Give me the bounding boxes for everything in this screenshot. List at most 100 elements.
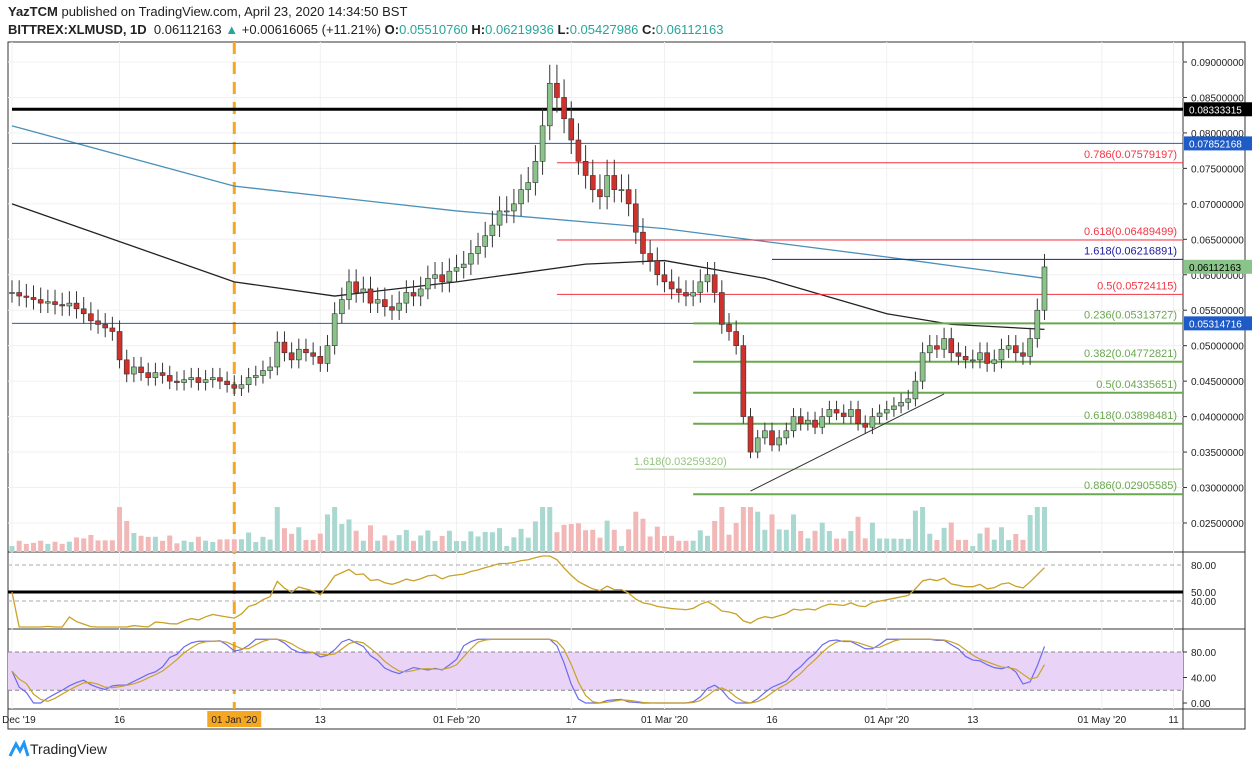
volume-bar [246,532,252,552]
candle [525,182,532,190]
volume-bar [16,540,22,552]
volume-bar [418,535,424,552]
volume-bar [762,529,768,552]
volume-bar [704,535,710,552]
brand-name: TradingView [30,741,108,757]
fib-level-label: 1.618(0.06216891) [1084,245,1177,257]
volume-bar [626,529,632,552]
tradingview-logo[interactable]: TradingView [8,740,107,758]
volume-bar [719,507,725,552]
volume-bar [289,533,295,552]
author[interactable]: YazTCM [8,4,58,19]
fib-level-label: 0.382(0.04772821) [1084,348,1177,360]
candle [482,235,489,247]
volume-bar [597,537,603,552]
candle [539,125,546,162]
volume-bar [669,535,675,552]
volume-bar [798,531,804,552]
time-tick-highlight [207,711,262,727]
candle [460,263,467,268]
low-label: L: [557,22,570,37]
volume-bar [389,540,395,552]
volume-bar [783,529,789,552]
volume-bar [138,535,144,552]
volume-bar [339,523,345,552]
candle [80,308,87,315]
volume-bar [1041,507,1047,552]
volume-bar [755,511,761,552]
volume-bar [174,543,180,552]
volume-bar [869,522,875,552]
stoch-band [8,652,1183,691]
candle [396,302,402,311]
candle [166,375,173,382]
candle [217,377,223,382]
price-tag [1184,136,1252,151]
candle [589,175,596,190]
candle [883,409,890,414]
rsi-tick-label: 50.00 [1191,588,1216,599]
candle [131,366,137,375]
volume-bar [977,533,983,552]
candle [403,292,410,304]
volume-bar [353,530,359,552]
volume-bar [683,540,689,552]
candle [826,409,833,417]
candle [238,384,245,389]
volume-bar [697,530,703,552]
candle [446,270,453,283]
volume-bar [45,543,51,552]
candle [582,160,589,176]
volume-bar [733,522,739,552]
candle [690,292,696,297]
candle [188,377,195,381]
high-value: 0.06219936 [485,22,554,37]
candle [410,292,417,297]
volume-bar [188,542,194,552]
close-label: C: [642,22,656,37]
time-tick-label: 01 Apr '20 [864,715,909,726]
candle [726,324,732,332]
price-tick-label: 0.04500000 [1191,377,1244,388]
candle [969,359,976,362]
volume-bar [991,539,997,552]
candle [683,292,689,297]
volume-bar [955,539,961,552]
candle [432,274,438,279]
candle [511,203,517,212]
volume-bar [920,507,926,552]
candle [926,345,933,354]
volume-bar [81,538,87,552]
candle [919,352,926,382]
candle [496,210,503,226]
candle [174,380,180,383]
volume-bar [633,511,639,552]
candle [281,341,288,354]
candle [991,359,998,364]
volume-bar [547,507,553,552]
rsi-tick-label: 80.00 [1191,561,1216,572]
volume-bar [690,540,696,552]
candle [819,416,826,428]
volume-bar [898,538,904,552]
candle [654,260,661,276]
volume-bar [9,546,15,552]
candle [503,210,510,213]
price-tag-label: 0.07852168 [1189,139,1242,150]
candle [597,189,603,198]
rsi-tick-label: 40.00 [1191,597,1216,608]
volume-bar [346,519,352,552]
candle [790,416,797,432]
volume-bar [826,531,832,552]
volume-bar [554,532,560,552]
volume-bar [740,507,746,552]
volume-bar [403,529,409,552]
volume-bar [217,539,223,552]
candle [374,299,381,304]
moving-average-200 [11,125,1045,279]
volume-bar [518,528,524,552]
candle [145,372,152,378]
volume-bar [525,537,531,552]
volume-bar [260,536,266,552]
